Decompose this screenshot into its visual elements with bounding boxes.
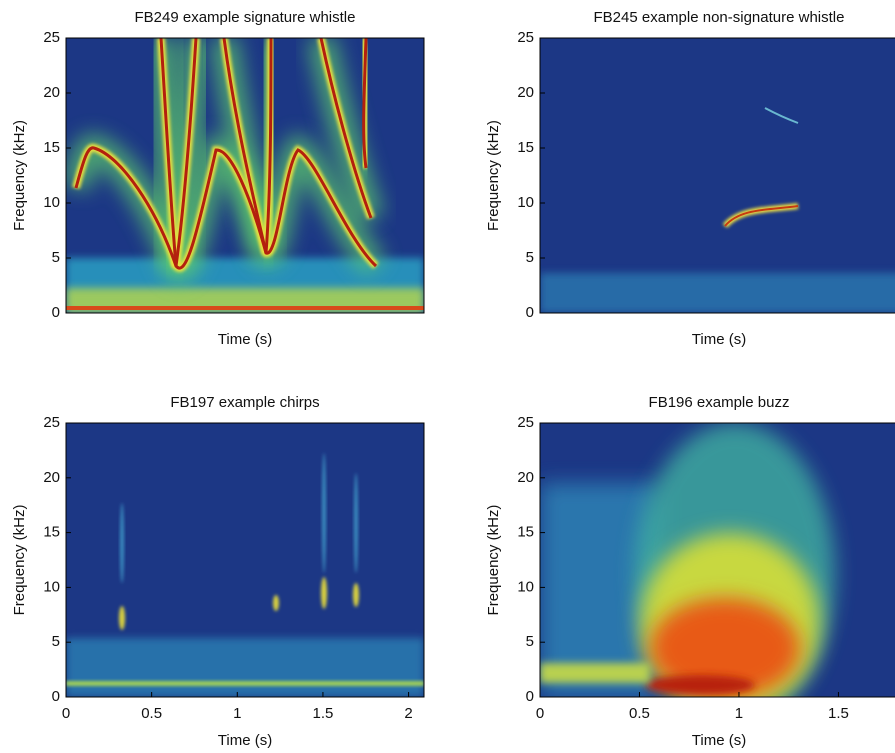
chart-title: FB197 example chirps: [170, 394, 319, 411]
y-tick-label: 15: [43, 139, 60, 156]
x-tick-label: 1: [735, 705, 743, 722]
y-tick-label: 20: [517, 469, 534, 486]
y-tick-label: 0: [52, 304, 60, 321]
spectrogram: [540, 423, 895, 697]
chart-title: FB249 example signature whistle: [135, 9, 356, 26]
y-tick-label: 15: [517, 524, 534, 541]
x-tick-label: 1.5: [313, 705, 334, 722]
chirp-trace: [354, 473, 358, 573]
plot-frame: [539, 422, 895, 698]
trace: [74, 146, 378, 270]
y-tick-label: 10: [517, 194, 534, 211]
chirp-trace: [322, 453, 326, 573]
y-tick-label: 5: [526, 249, 534, 266]
plot-frame: [539, 37, 895, 314]
y-tick-label: 5: [52, 633, 60, 650]
x-tick-label: 2: [404, 705, 412, 722]
x-tick-label: 0: [536, 705, 544, 722]
chirp: [119, 606, 125, 630]
y-axis-label: Frequency (kHz): [11, 505, 28, 616]
y-tick-label: 5: [526, 633, 534, 650]
plot-frame: [65, 37, 425, 314]
x-tick-label: 0.5: [141, 705, 162, 722]
x-tick-label: 1: [233, 705, 241, 722]
y-tick-label: 25: [517, 29, 534, 46]
spectrogram: [66, 38, 424, 313]
trace: [159, 38, 178, 267]
y-tick-label: 20: [517, 84, 534, 101]
plot-frame: [65, 422, 425, 698]
low-line: [66, 306, 424, 310]
y-tick-label: 5: [52, 249, 60, 266]
trace: [174, 38, 198, 267]
chart-title: FB196 example buzz: [649, 394, 790, 411]
y-tick-label: 0: [526, 304, 534, 321]
y-tick-label: 0: [526, 688, 534, 705]
trace: [264, 38, 273, 254]
x-axis-label: Time (s): [218, 331, 272, 348]
glow: [645, 675, 755, 695]
chart-title: FB245 example non-signature whistle: [594, 9, 845, 26]
y-tick-label: 0: [52, 688, 60, 705]
x-axis-label: Time (s): [218, 732, 272, 749]
chirp-trace: [120, 503, 124, 583]
y-tick-label: 10: [517, 578, 534, 595]
spectrogram-bg: [540, 38, 895, 313]
x-tick-label: 0.5: [629, 705, 650, 722]
x-axis-label: Time (s): [692, 732, 746, 749]
y-axis-label: Frequency (kHz): [485, 120, 502, 231]
trace: [764, 107, 799, 124]
trace: [724, 205, 799, 227]
y-tick-label: 15: [43, 524, 60, 541]
y-axis-label: Frequency (kHz): [485, 505, 502, 616]
chirp: [321, 577, 327, 609]
glow: [650, 598, 800, 697]
y-tick-label: 25: [517, 414, 534, 431]
low-band: [66, 638, 424, 697]
low-band: [540, 273, 895, 313]
x-tick-label: 1.5: [828, 705, 849, 722]
spectrogram: [540, 38, 895, 313]
spectrogram: [66, 423, 424, 697]
x-axis-label: Time (s): [692, 331, 746, 348]
y-tick-label: 10: [43, 578, 60, 595]
y-tick-label: 20: [43, 469, 60, 486]
y-tick-label: 25: [43, 29, 60, 46]
low-band: [540, 663, 650, 683]
trace: [362, 38, 368, 169]
low-line: [66, 681, 424, 686]
y-tick-label: 25: [43, 414, 60, 431]
trace: [319, 38, 373, 219]
chirp: [273, 595, 279, 611]
y-tick-label: 10: [43, 194, 60, 211]
y-axis-label: Frequency (kHz): [11, 120, 28, 231]
y-tick-label: 20: [43, 84, 60, 101]
trace: [222, 38, 268, 254]
x-tick-label: 0: [62, 705, 70, 722]
y-tick-label: 15: [517, 139, 534, 156]
chirp: [353, 583, 359, 607]
